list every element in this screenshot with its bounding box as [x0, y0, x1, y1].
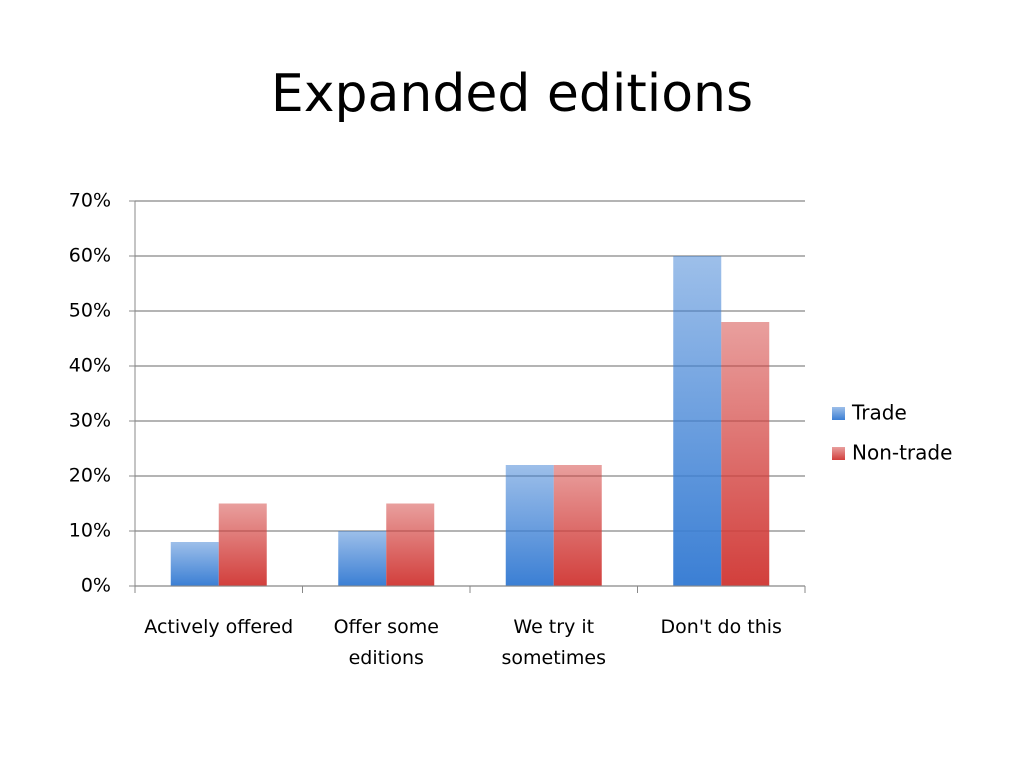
- bar: [386, 503, 435, 586]
- y-tick-label: 60%: [69, 245, 111, 267]
- bar: [673, 256, 722, 586]
- bar: [553, 465, 602, 586]
- legend-swatch: [832, 407, 845, 420]
- legend-label: Non-trade: [852, 441, 952, 465]
- x-tick-label: Offer some editions: [333, 616, 439, 669]
- bar: [170, 542, 219, 586]
- legend-label: Trade: [851, 401, 907, 425]
- y-tick-label: 20%: [69, 465, 111, 487]
- bar: [338, 531, 387, 586]
- y-tick-label: 10%: [69, 520, 111, 542]
- bar: [505, 465, 554, 586]
- chart-title: Expanded editions: [271, 64, 753, 124]
- legend-swatch: [832, 447, 845, 460]
- y-tick-label: 40%: [69, 355, 111, 377]
- x-tick-label: Don't do this: [660, 616, 782, 638]
- y-tick-label: 70%: [69, 190, 111, 212]
- x-tick-label: We try it sometimes: [501, 616, 607, 669]
- bar: [218, 503, 267, 586]
- bar: [721, 322, 770, 586]
- y-tick-label: 0%: [81, 575, 111, 597]
- y-tick-label: 50%: [69, 300, 111, 322]
- y-tick-label: 30%: [69, 410, 111, 432]
- x-tick-label: Actively offered: [144, 616, 294, 638]
